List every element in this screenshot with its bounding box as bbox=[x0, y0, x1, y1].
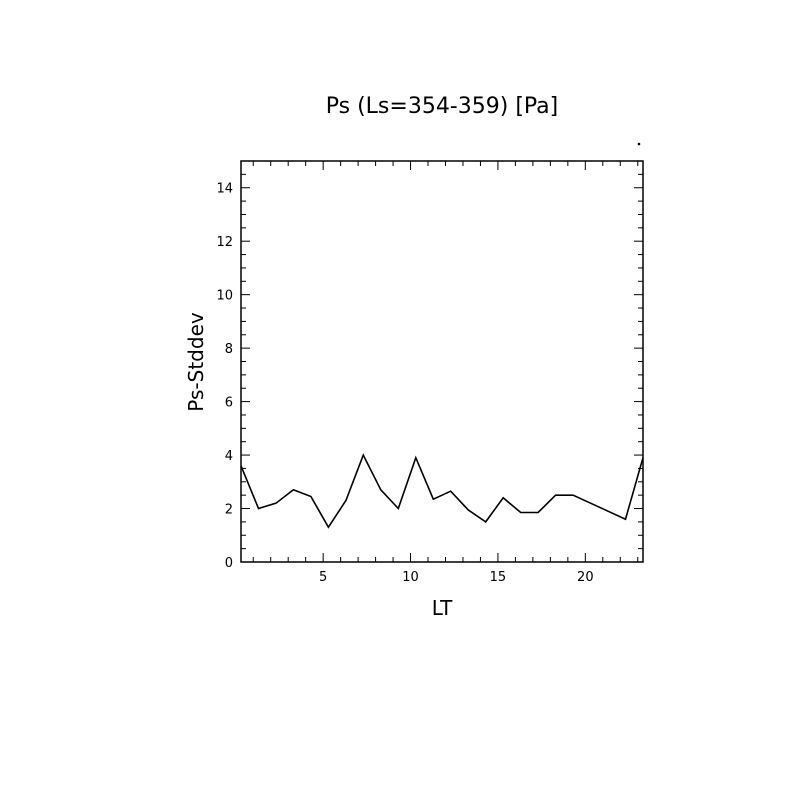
corner-dot bbox=[637, 142, 641, 146]
x-tick-label: 10 bbox=[402, 570, 419, 585]
y-tick-label: 2 bbox=[225, 503, 233, 518]
y-tick-label: 14 bbox=[216, 182, 233, 197]
plot-frame bbox=[240, 160, 644, 563]
x-tick-label: 5 bbox=[319, 570, 327, 585]
chart-title: Ps (Ls=354-359) [Pa] bbox=[326, 94, 559, 119]
y-tick-label: 12 bbox=[216, 235, 233, 250]
axis-ticks: 5 10 15 20 0 2 4 6 8 10 12 14 bbox=[216, 160, 643, 585]
x-tick-label: 20 bbox=[577, 570, 594, 585]
x-tick-label: 15 bbox=[490, 570, 507, 585]
series-line bbox=[240, 453, 644, 529]
x-axis-label: LT bbox=[432, 596, 453, 620]
y-tick-label: 10 bbox=[216, 289, 233, 304]
y-tick-label: 6 bbox=[225, 396, 233, 411]
y-axis-label: Ps-Stddev bbox=[184, 312, 208, 412]
y-tick-label: 0 bbox=[225, 556, 233, 571]
y-tick-label: 4 bbox=[225, 449, 233, 464]
y-tick-label: 8 bbox=[225, 342, 233, 357]
series-group bbox=[240, 453, 644, 529]
